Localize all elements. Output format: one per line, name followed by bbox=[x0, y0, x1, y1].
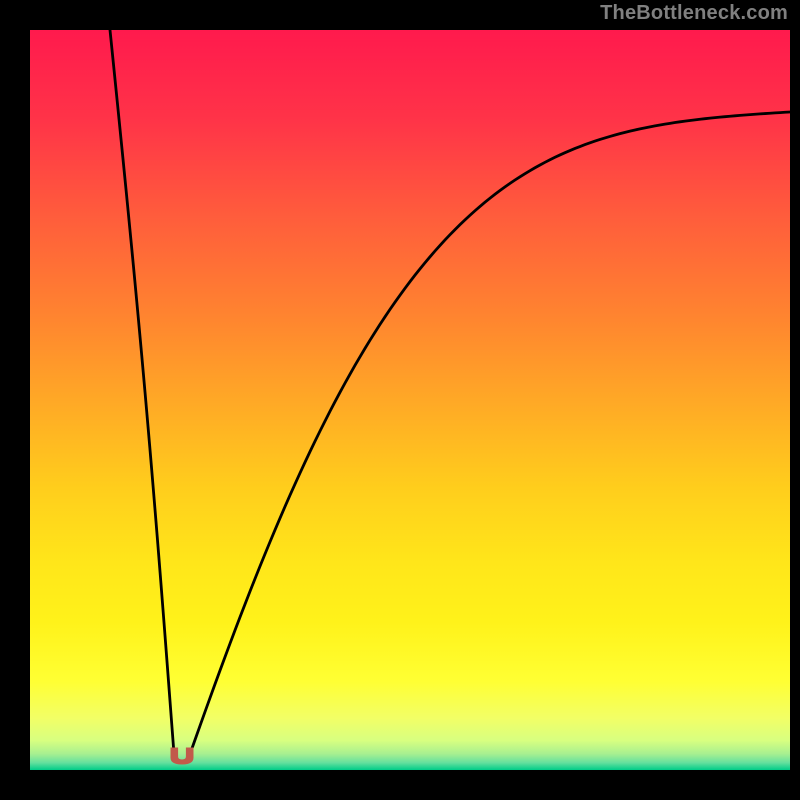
chart-container: TheBottleneck.com bbox=[0, 0, 800, 800]
bottleneck-chart bbox=[0, 0, 800, 800]
plot-background bbox=[30, 30, 790, 770]
